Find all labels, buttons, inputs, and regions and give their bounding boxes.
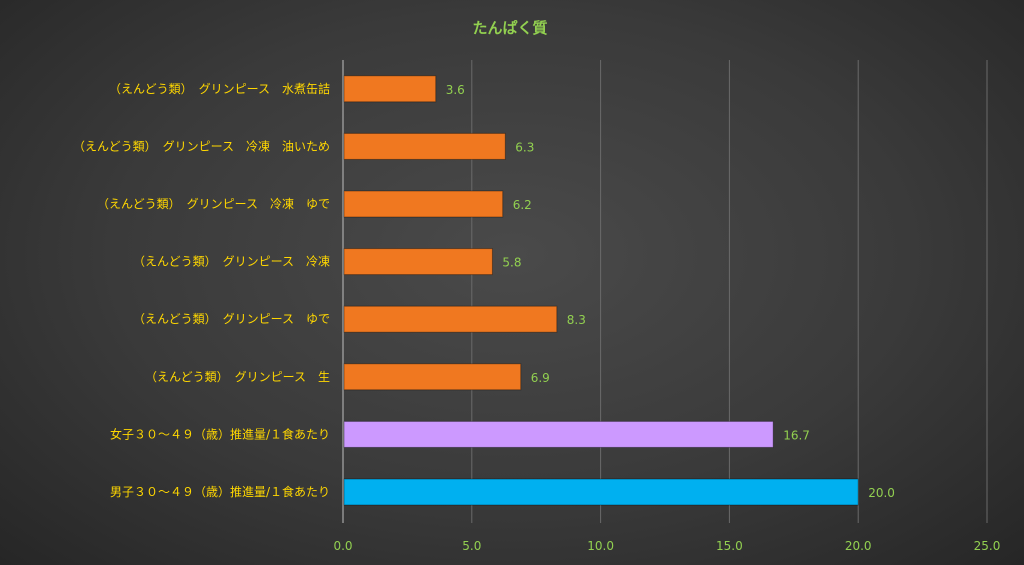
bar xyxy=(343,478,859,506)
category-label: 女子３０～４９（歳）推進量/１食あたり xyxy=(110,426,330,441)
bar xyxy=(343,248,493,276)
category-label: （えんどう類） グリンピース 冷凍 ゆで xyxy=(97,197,330,211)
bar xyxy=(343,305,558,333)
x-tick-label: 5.0 xyxy=(462,539,481,553)
data-label: 5.8 xyxy=(502,256,521,270)
chart-title: たんぱく質 xyxy=(472,19,547,37)
data-label: 6.9 xyxy=(531,371,550,385)
category-label: （えんどう類） グリンピース 冷凍 xyxy=(133,255,330,269)
data-label: 16.7 xyxy=(783,428,810,442)
gridlines xyxy=(342,60,988,523)
data-label: 3.6 xyxy=(446,83,465,97)
x-tick-label: 25.0 xyxy=(974,539,1001,553)
bar xyxy=(343,190,504,218)
x-tick-label: 10.0 xyxy=(587,539,614,553)
bar xyxy=(343,132,506,160)
data-label: 8.3 xyxy=(567,313,586,327)
x-tick-label: 15.0 xyxy=(716,539,743,553)
bar xyxy=(343,75,437,103)
bar xyxy=(343,420,774,448)
bars xyxy=(343,75,859,506)
data-label: 20.0 xyxy=(868,486,895,500)
bar xyxy=(343,363,522,391)
data-label: 6.3 xyxy=(515,140,534,154)
category-label: 男子３０～４９（歳）推進量/１食あたり xyxy=(110,484,330,499)
labels: 0.0 5.0 10.0 15.0 20.0 25.0 （えんどう類） グリンピース 水煮缶… xyxy=(73,81,1000,553)
x-tick-label: 0.0 xyxy=(333,539,352,553)
x-tick-label: 20.0 xyxy=(845,539,872,553)
data-label: 6.2 xyxy=(513,198,532,212)
category-label: （えんどう類） グリンピース 生 xyxy=(145,370,330,384)
category-label: （えんどう類） グリンピース 水煮缶詰 xyxy=(109,81,330,96)
category-label: （えんどう類） グリンピース 冷凍 油いため xyxy=(73,139,330,153)
category-label: （えんどう類） グリンピース ゆで xyxy=(133,312,330,326)
